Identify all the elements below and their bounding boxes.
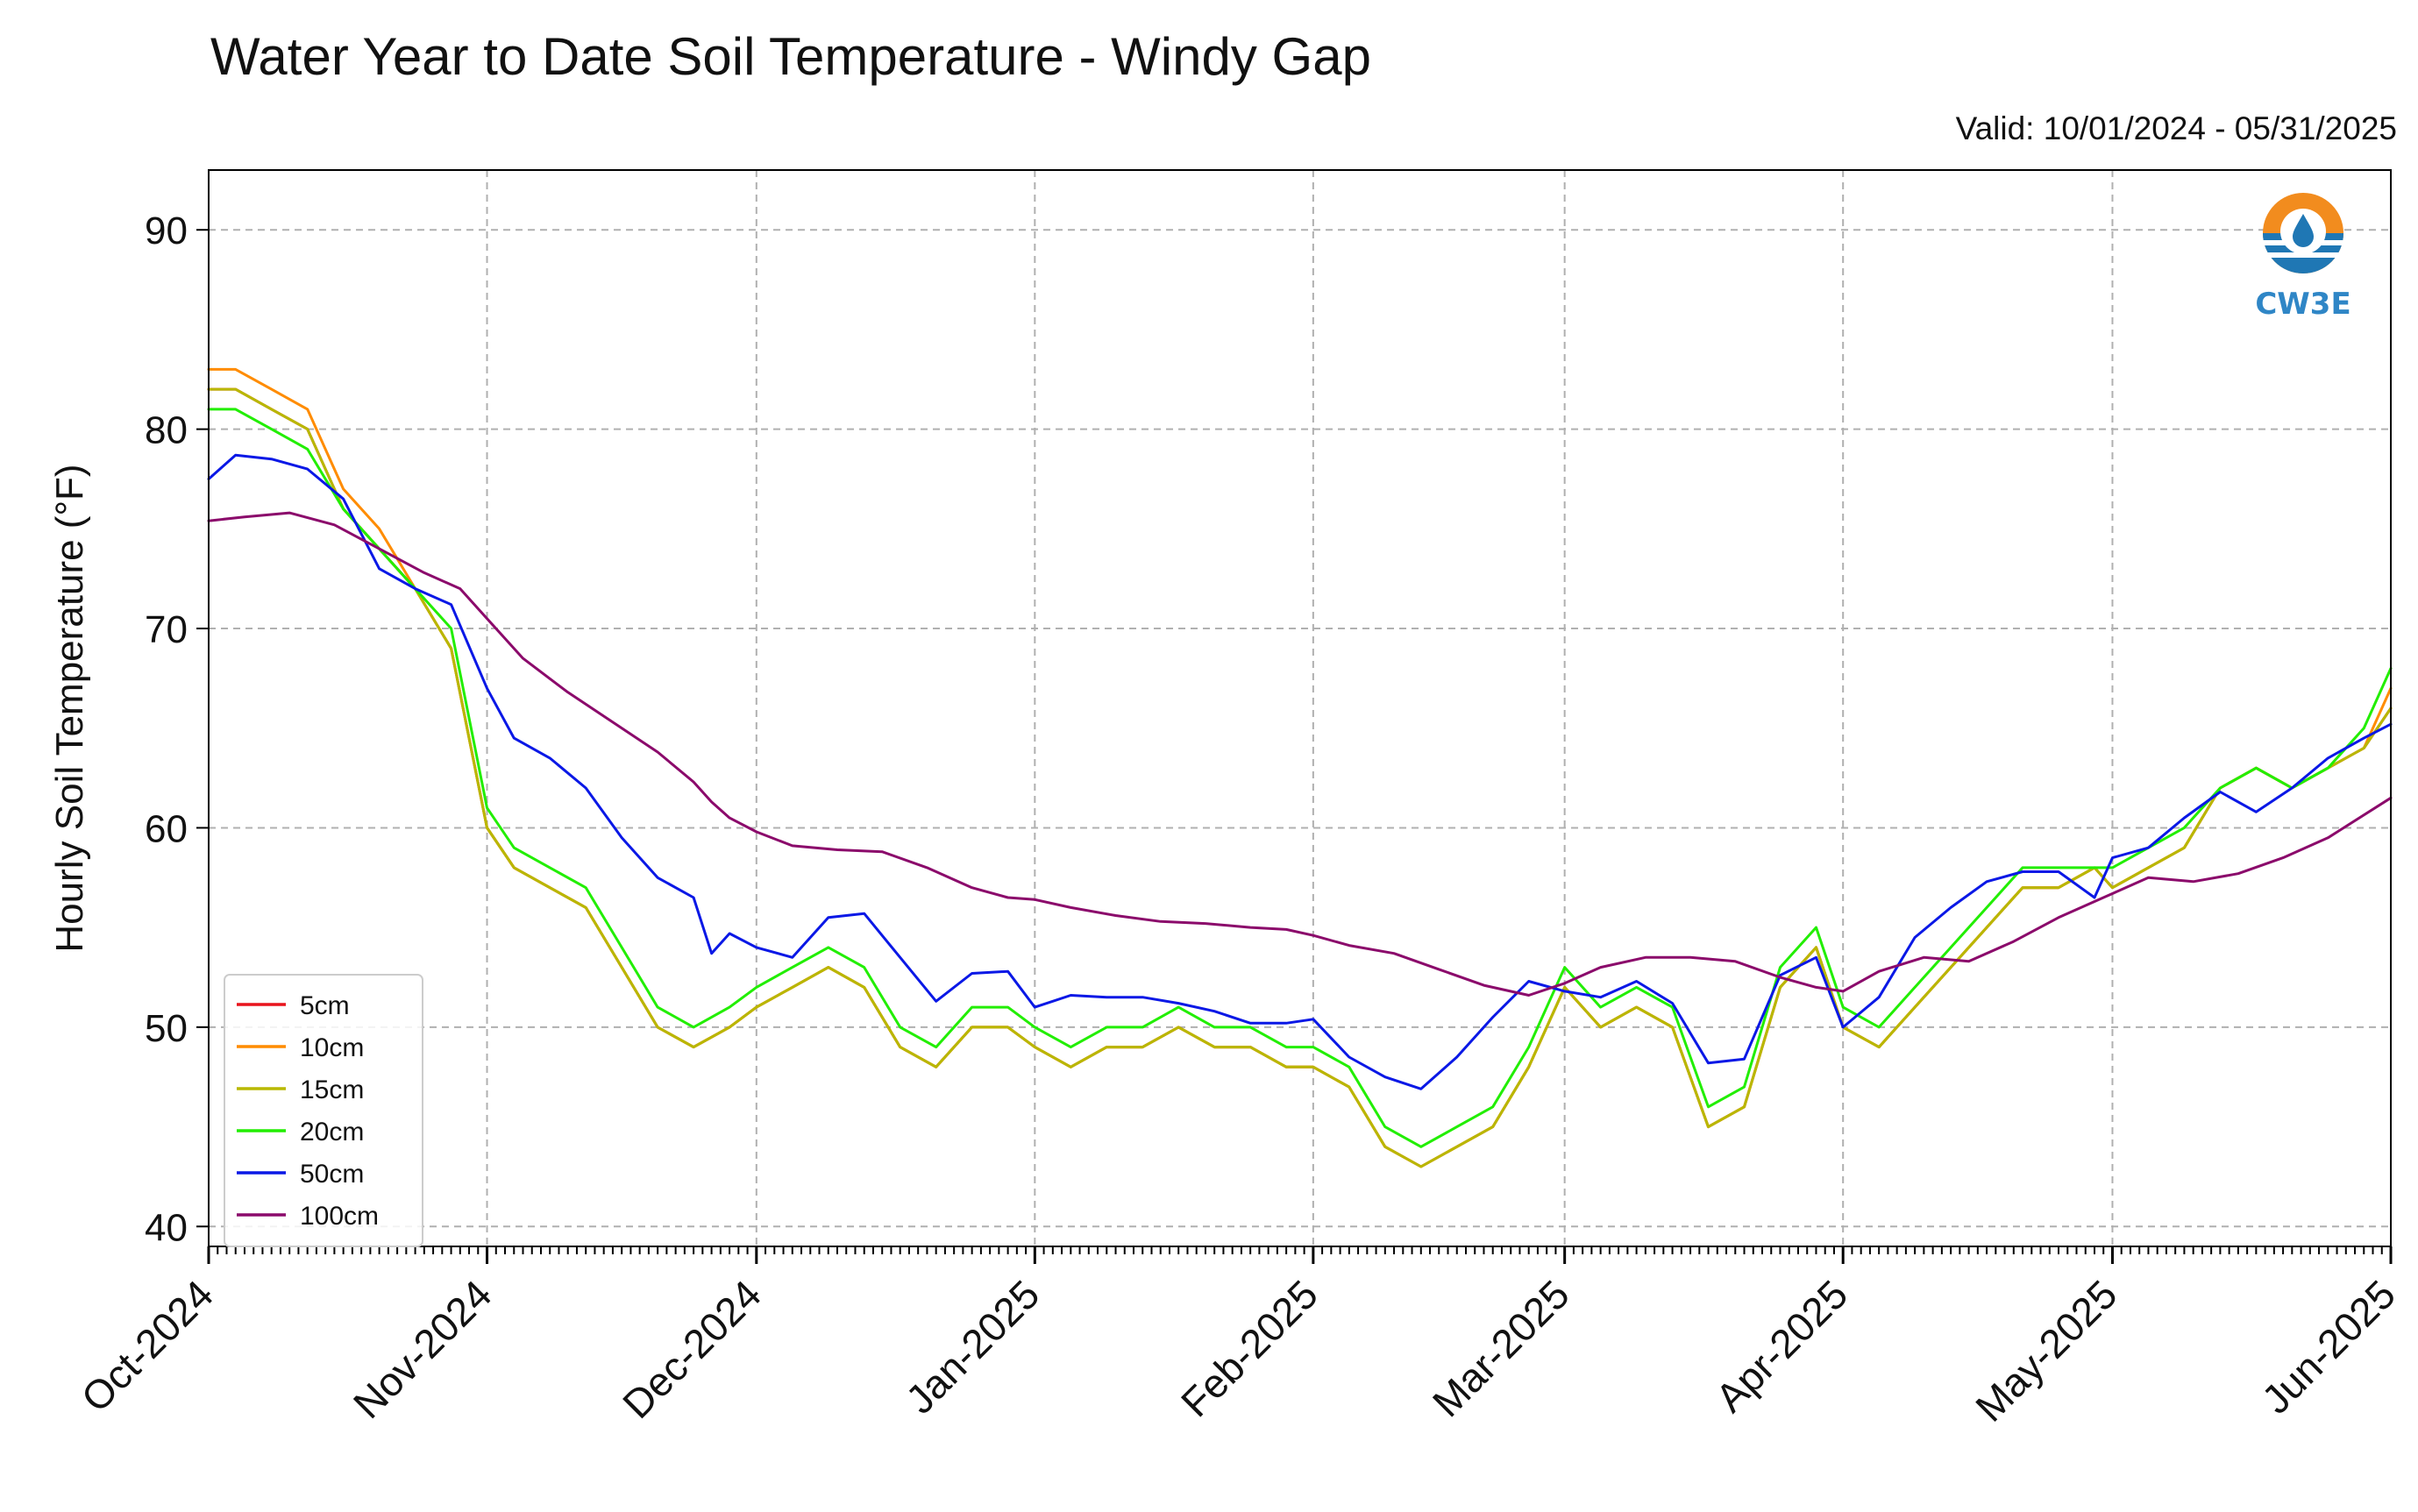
legend-label-100cm: 100cm [300,1202,379,1231]
x-tick-label: Dec-2024 [614,1271,770,1427]
y-tick-label: 50 [145,1007,188,1050]
series-line-5cm [207,387,2393,1168]
series-line-20cm [207,408,2393,1148]
x-tick-label: Feb-2025 [1172,1271,1326,1425]
x-tick-label: Oct-2024 [73,1271,223,1421]
legend-label-15cm: 15cm [300,1075,364,1104]
legend-label-20cm: 20cm [300,1118,364,1146]
cw3e-logo: CW3E [2255,188,2351,322]
x-tick-label: Nov-2024 [345,1271,501,1427]
x-tick-label: Jun-2025 [2253,1271,2404,1422]
y-tick-label: 60 [145,807,188,850]
legend-box [224,974,423,1247]
y-tick-label: 70 [145,608,188,651]
x-tick-label: May-2025 [1966,1271,2125,1430]
y-axis-label: Hourly Soil Temperature (°F) [48,464,91,952]
x-tick-label: Jan-2025 [897,1271,1048,1422]
y-tick-label: 90 [145,209,188,252]
y-tick-label: 40 [145,1206,188,1249]
series-lines [207,367,2393,1168]
x-tick-label: Mar-2025 [1424,1271,1578,1425]
chart-title: Water Year to Date Soil Temperature - Wi… [210,27,1371,86]
legend-label-50cm: 50cm [300,1160,364,1189]
logo-text: CW3E [2255,287,2351,322]
series-line-50cm [207,453,2393,1090]
series-line-15cm [207,387,2393,1168]
water-drop-logo-icon [2263,193,2343,273]
plot-frame [208,169,2392,1247]
x-tick-label: Apr-2025 [1707,1271,1857,1421]
series-line-100cm [207,511,2393,997]
legend-label-10cm: 10cm [300,1033,364,1062]
legend: 5cm 10cm 15cm 20cm 50cm 100cm [224,974,423,1247]
legend-label-5cm: 5cm [300,991,350,1020]
grid [208,170,2392,1246]
valid-date-range: Valid: 10/01/2024 - 05/31/2025 [1955,110,2397,146]
y-tick-label: 80 [145,409,188,452]
